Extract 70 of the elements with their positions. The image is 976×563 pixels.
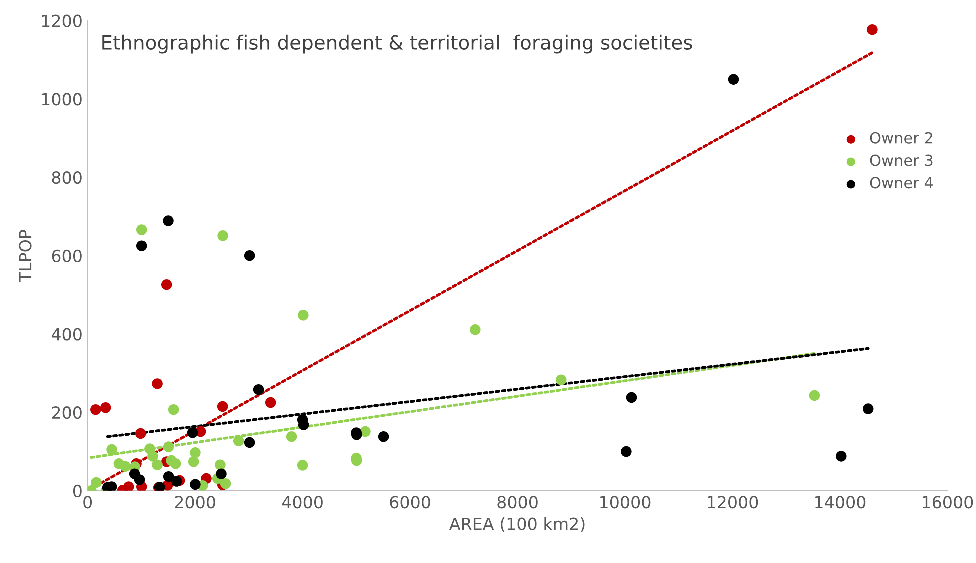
point [170,458,182,470]
legend-label: Owner 2 [870,132,932,144]
point [163,442,174,452]
point [168,404,180,416]
point [136,240,148,252]
point [100,402,112,414]
point [120,461,131,472]
point [470,324,481,336]
point [297,460,308,471]
point [378,431,390,442]
point [190,479,201,490]
point [253,384,264,396]
point [218,230,228,242]
x-axis-title: AREA (100 km2) [449,517,585,532]
point [286,431,298,442]
x-tick-label: 12000 [708,496,758,509]
y-tick-label: 800 [52,171,82,184]
point [298,310,309,321]
point [90,404,102,416]
point [136,224,148,236]
point [187,428,198,438]
y-tick-label: 200 [52,406,82,420]
point [171,476,182,487]
point [106,444,118,456]
y-tick-label: 600 [52,250,82,262]
point [134,474,146,486]
point [135,428,146,440]
text: Ethnographic fish dependent & territorial foraging societites [102,34,692,54]
point [148,451,158,462]
point [360,426,371,438]
x-tick-label: 14000 [816,496,866,509]
x-tick-label: 2000 [175,496,216,509]
point [621,446,632,458]
point [163,216,174,226]
point [220,478,232,490]
point [244,437,256,448]
point [190,448,201,458]
point [217,401,228,412]
point [161,279,172,290]
point [626,392,638,404]
point [233,436,244,447]
point [123,482,134,491]
x-tick-label: 10000 [600,496,651,509]
point [244,250,256,262]
y-tick-label: 1000 [42,93,82,106]
point [836,451,847,462]
point [188,456,200,468]
point [867,24,878,36]
point [152,460,163,470]
y-tick-label: 0 [73,484,82,498]
point [163,471,174,482]
x-tick-label: 16000 [923,496,974,509]
x-tick-label: 4000 [282,496,323,509]
point [215,460,226,470]
point [91,477,102,488]
point [152,378,163,390]
point [728,74,740,85]
point [265,397,276,408]
y-axis-title: TLPOP [19,230,32,282]
x-tick-label: 0 [84,496,92,509]
point [556,374,567,386]
point [809,390,820,402]
legend-label: Owner 4 [870,177,934,189]
legend-label: Owner 3 [870,154,933,166]
point [862,404,874,414]
point [216,468,227,480]
y-tick-label: 1200 [42,14,82,28]
x-tick-label: 8000 [498,496,538,509]
x-tick-label: 6000 [390,496,430,509]
y-tick-label: 400 [52,328,82,341]
